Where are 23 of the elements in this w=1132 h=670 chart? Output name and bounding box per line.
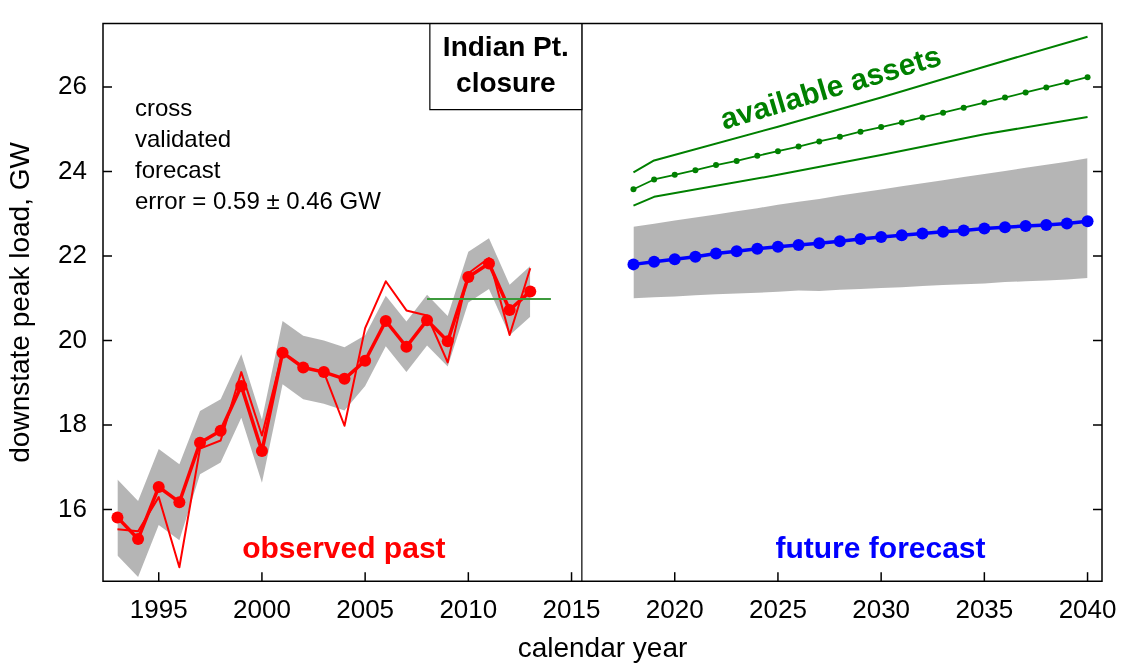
y-tick-label: 16 [58,492,87,523]
y-tick-label: 26 [58,70,87,101]
x-tick-label: 2020 [645,593,704,624]
y-tick-label: 20 [58,323,87,354]
y-tick-label: 24 [58,154,87,185]
x-axis-title: calendar year [517,631,688,663]
ref-line-label: Indian Pt. closure [442,31,569,99]
x-tick-label: 2030 [852,593,911,624]
x-tick-label: 2000 [233,593,291,624]
x-tick-label: 1995 [129,593,188,624]
x-tick-label: 2015 [542,593,601,624]
x-tick-label: 2035 [955,593,1014,624]
x-tick-label: 2025 [749,593,807,624]
annotation: cross validated forecast error = 0.59 ± 0.46 GW [135,93,382,214]
x-tick-label: 2005 [336,593,395,624]
x-tick-label: 2010 [439,593,498,624]
y-tick-label: 18 [58,408,87,439]
x-tick-label: 2040 [1058,593,1117,624]
y-axis-title: downstate peak load, GW [3,141,35,463]
y-tick-label: 22 [58,239,87,270]
text: future forecast [775,531,986,565]
text: available assets [716,38,945,136]
text: observed past [242,531,446,565]
